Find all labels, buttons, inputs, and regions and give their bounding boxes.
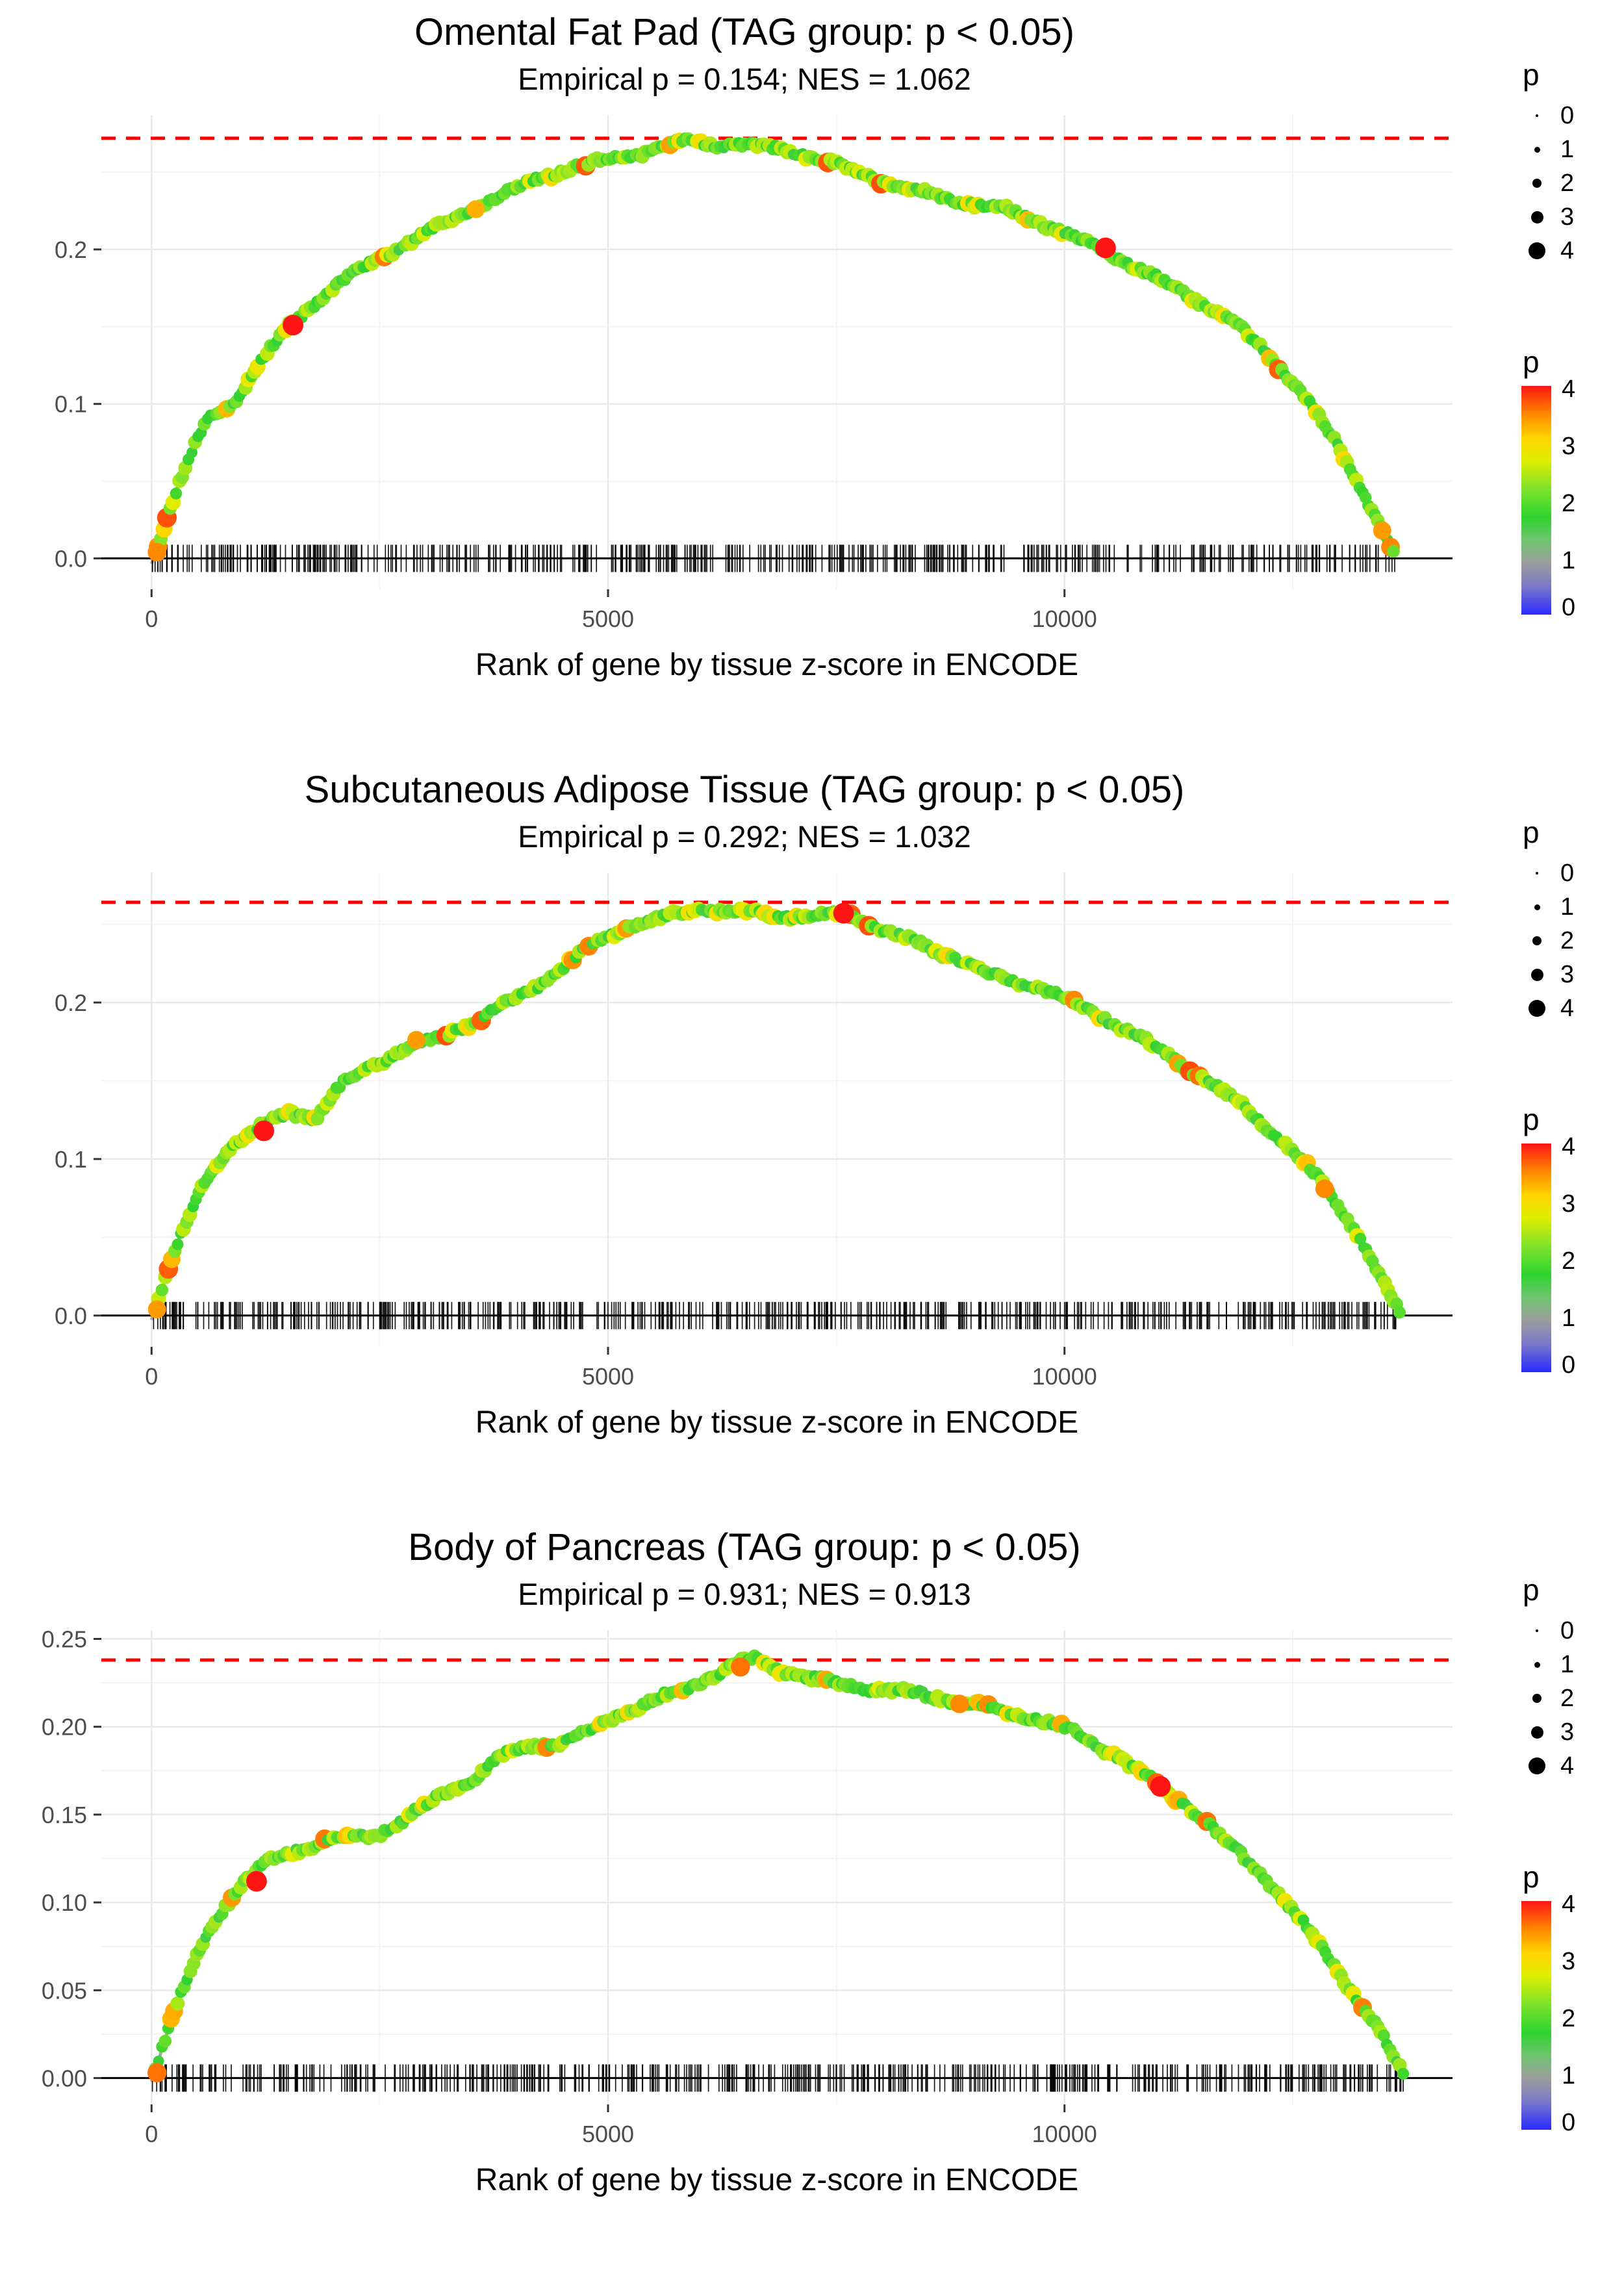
size-legend: p 0 1 2 3 4	[1520, 1572, 1624, 1783]
size-dot-0-icon	[1536, 114, 1538, 117]
x-tick-label: 0	[145, 1363, 158, 1390]
y-tick-label: 0.2	[55, 990, 87, 1016]
panel-omental-fat-pad: Omental Fat Pad (TAG group: p < 0.05) Em…	[0, 0, 1624, 758]
panel-body-of-pancreas: Body of Pancreas (TAG group: p < 0.05) E…	[0, 1515, 1624, 2273]
plot-title: Subcutaneous Adipose Tissue (TAG group: …	[304, 769, 1185, 811]
size-legend-item: 0	[1520, 1614, 1624, 1648]
y-tick-label: 0.2	[55, 236, 87, 263]
size-legend-item: 4	[1520, 1749, 1624, 1783]
highlight-points	[147, 200, 1391, 562]
x-tick-label: 0	[145, 2121, 158, 2147]
size-legend-item: 0	[1520, 99, 1624, 133]
size-dot-3-icon	[1530, 211, 1543, 224]
axis-ticks: 0.00 0.05 0.10 0.15 0.20 0.25 0 5000 10000	[42, 1626, 1097, 2148]
colorbar-wrap: 4 3 2 1 0	[1520, 376, 1624, 621]
legend-column: p 0 1 2 3 4 p 4 3 2 1 0	[1520, 57, 1624, 621]
colorbar-wrap: 4 3 2 1 0	[1520, 1133, 1624, 1379]
y-tick-label: 0.0	[55, 545, 87, 572]
plot-title: Body of Pancreas (TAG group: p < 0.05)	[408, 1526, 1081, 1568]
size-legend-item: 0	[1520, 856, 1624, 890]
size-legend-item: 3	[1520, 958, 1624, 991]
size-dot-2-icon	[1532, 936, 1542, 945]
panel-subcutaneous-adipose-tissue: Subcutaneous Adipose Tissue (TAG group: …	[0, 758, 1624, 1515]
highlight-points	[147, 902, 1334, 1319]
size-dot-4-icon	[1529, 1757, 1545, 1774]
x-tick-label: 0	[145, 606, 158, 632]
plot-subtitle: Empirical p = 0.931; NES = 0.913	[518, 1577, 971, 1611]
colorbar-legend-title: p	[1523, 345, 1540, 379]
legend-column: p 0 1 2 3 4 p 4 3 2 1 0	[1520, 815, 1624, 1379]
size-legend-item: 2	[1520, 1681, 1624, 1715]
size-legend-title: p	[1523, 1573, 1540, 1607]
highlight-points	[147, 1657, 1171, 2082]
y-tick-label: 0.25	[42, 1626, 87, 1653]
size-legend-item: 1	[1520, 890, 1624, 924]
size-legend-item: 3	[1520, 200, 1624, 234]
y-tick-label: 0.1	[55, 1146, 87, 1173]
colorbar-legend: p 4 3 2 1 0	[1520, 1859, 1624, 2136]
x-axis-label: Rank of gene by tissue z-score in ENCODE	[475, 648, 1079, 682]
x-tick-label: 10000	[1032, 2121, 1097, 2147]
x-tick-label: 5000	[582, 1363, 634, 1390]
size-legend-item: 1	[1520, 133, 1624, 166]
y-tick-label: 0.00	[42, 2065, 87, 2091]
size-legend-item: 3	[1520, 1715, 1624, 1749]
size-dot-3-icon	[1530, 1726, 1543, 1739]
x-axis-label: Rank of gene by tissue z-score in ENCODE	[475, 1405, 1079, 1440]
size-legend-item: 2	[1520, 924, 1624, 958]
plot-region: Subcutaneous Adipose Tissue (TAG group: …	[4, 758, 1491, 1515]
size-dot-4-icon	[1529, 242, 1545, 259]
x-axis-label: Rank of gene by tissue z-score in ENCODE	[475, 2163, 1079, 2197]
plot-subtitle: Empirical p = 0.292; NES = 1.032	[518, 819, 971, 854]
colorbar-wrap: 4 3 2 1 0	[1520, 1891, 1624, 2136]
size-dot-0-icon	[1536, 1629, 1538, 1632]
size-dot-3-icon	[1530, 968, 1543, 981]
size-dot-1-icon	[1534, 904, 1540, 910]
y-tick-label: 0.0	[55, 1303, 87, 1329]
colorbar-legend-title: p	[1523, 1103, 1540, 1136]
y-tick-label: 0.10	[42, 1889, 87, 1916]
plot-title: Omental Fat Pad (TAG group: p < 0.05)	[414, 11, 1075, 53]
size-dot-1-icon	[1534, 1661, 1540, 1668]
enrichment-plot: 0.0 0.1 0.2 0 5000 10000	[4, 863, 1485, 1422]
size-dot-0-icon	[1536, 872, 1538, 875]
y-tick-label: 0.20	[42, 1714, 87, 1741]
enrichment-plot: 0.00 0.05 0.10 0.15 0.20 0.25 0 5000 10000	[4, 1620, 1485, 2179]
colorbar-legend: p 4 3 2 1 0	[1520, 1102, 1624, 1379]
axis-ticks: 0.0 0.1 0.2 0 5000 10000	[55, 236, 1097, 632]
x-tick-label: 5000	[582, 2121, 634, 2147]
y-tick-label: 0.15	[42, 1802, 87, 1828]
enrichment-plot: 0.0 0.1 0.2 0 5000 10000	[4, 105, 1485, 664]
axis-ticks: 0.0 0.1 0.2 0 5000 10000	[55, 990, 1097, 1390]
colorbar-legend: p 4 3 2 1 0	[1520, 344, 1624, 621]
x-tick-label: 10000	[1032, 606, 1097, 632]
y-tick-label: 0.1	[55, 391, 87, 418]
size-dot-4-icon	[1529, 1000, 1545, 1017]
plot-region: Body of Pancreas (TAG group: p < 0.05) E…	[4, 1515, 1491, 2273]
plot-subtitle: Empirical p = 0.154; NES = 1.062	[518, 62, 971, 96]
legend-column: p 0 1 2 3 4 p 4 3 2 1 0	[1520, 1572, 1624, 2136]
x-tick-label: 5000	[582, 606, 634, 632]
x-tick-label: 10000	[1032, 1363, 1097, 1390]
size-legend: p 0 1 2 3 4	[1520, 57, 1624, 268]
colorbar-gradient	[1521, 1901, 1551, 2130]
colorbar-gradient	[1521, 1143, 1551, 1372]
size-legend-title: p	[1523, 58, 1540, 92]
size-dot-2-icon	[1532, 1694, 1542, 1703]
size-legend-title: p	[1523, 815, 1540, 849]
size-legend-item: 1	[1520, 1648, 1624, 1681]
y-tick-label: 0.05	[42, 1977, 87, 2004]
size-legend-item: 4	[1520, 991, 1624, 1025]
colorbar-gradient	[1521, 386, 1551, 615]
enrichment-points	[149, 901, 1406, 1319]
plot-background	[4, 863, 1485, 1422]
plot-background	[4, 105, 1485, 664]
size-legend-item: 4	[1520, 234, 1624, 268]
plot-region: Omental Fat Pad (TAG group: p < 0.05) Em…	[4, 0, 1491, 758]
colorbar-legend-title: p	[1523, 1860, 1540, 1894]
size-dot-2-icon	[1532, 179, 1542, 188]
size-legend-item: 2	[1520, 166, 1624, 200]
size-legend: p 0 1 2 3 4	[1520, 815, 1624, 1025]
size-dot-1-icon	[1534, 146, 1540, 153]
